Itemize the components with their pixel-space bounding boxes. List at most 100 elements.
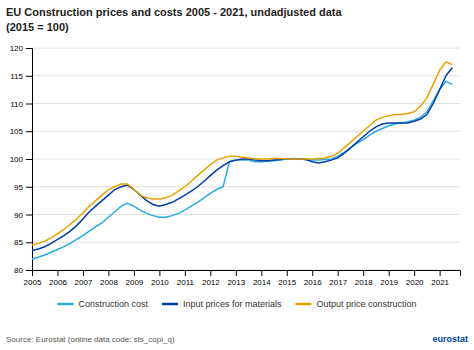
y-tick-mark — [26, 215, 32, 216]
x-tick: 2021 — [431, 270, 449, 287]
x-tick-label: 2020 — [406, 278, 424, 287]
x-tick-label: 2019 — [380, 278, 398, 287]
x-tick-label: 2010 — [151, 278, 169, 287]
grid-line — [32, 75, 460, 76]
x-tick-mark — [159, 270, 160, 276]
legend-item: Construction cost — [57, 299, 148, 309]
legend-item: Output price construction — [296, 299, 417, 309]
y-tick: 105 — [10, 127, 32, 136]
y-tick-mark — [26, 76, 32, 77]
y-tick: 100 — [10, 155, 32, 164]
x-tick-mark — [210, 270, 211, 276]
y-tick-mark — [26, 131, 32, 132]
x-axis-line — [33, 271, 461, 277]
x-tick-label: 2013 — [227, 278, 245, 287]
grid-line — [32, 242, 460, 243]
y-tick-mark — [26, 242, 32, 243]
x-tick: 2008 — [100, 270, 118, 287]
x-tick: 2010 — [151, 270, 169, 287]
x-tick-label: 2016 — [304, 278, 322, 287]
y-tick-mark — [26, 187, 32, 188]
x-axis: 2005 2006 2007 2008 2009 2010 2011 2012 2013 2014… — [24, 270, 461, 287]
x-tick: 2014 — [253, 270, 271, 287]
x-tick-label: 2005 — [24, 278, 42, 287]
y-tick: 80 — [14, 266, 32, 275]
legend-swatch — [296, 303, 312, 306]
legend-item: Input prices for materials — [162, 299, 282, 309]
grid-line — [32, 103, 460, 104]
legend-swatch — [162, 303, 178, 306]
grid-line — [32, 186, 460, 187]
y-tick: 115 — [10, 72, 32, 81]
x-tick-mark — [440, 270, 441, 276]
x-tick-mark — [57, 270, 58, 276]
legend-label: Output price construction — [317, 299, 417, 309]
series-line — [32, 67, 452, 250]
x-tick: 2009 — [126, 270, 144, 287]
y-tick-mark — [26, 270, 32, 271]
legend-label: Construction cost — [78, 299, 148, 309]
y-tick-label: 120 — [10, 44, 24, 53]
x-tick-label: 2006 — [49, 278, 67, 287]
x-tick-mark — [236, 270, 237, 276]
x-tick-label: 2014 — [253, 278, 271, 287]
grid-line — [32, 214, 460, 215]
x-tick-mark — [185, 270, 186, 276]
y-tick: 120 — [10, 44, 32, 53]
chart: EU Construction prices and costs 2005 - … — [0, 0, 474, 350]
x-tick: 2019 — [380, 270, 398, 287]
y-tick-mark — [26, 159, 32, 160]
x-tick: 2007 — [75, 270, 93, 287]
y-tick: 110 — [10, 100, 32, 109]
annotation: Source: Eurostat (online data code: sts_… — [6, 335, 175, 344]
grid — [32, 48, 460, 270]
series-line — [32, 62, 452, 245]
legend: Construction cost Input prices for materi… — [57, 299, 416, 309]
legend-swatch — [57, 303, 73, 306]
x-tick-mark — [261, 270, 262, 276]
x-tick-mark — [389, 270, 390, 276]
x-tick: 2018 — [355, 270, 373, 287]
x-tick: 2015 — [278, 270, 296, 287]
x-tick-mark — [134, 270, 135, 276]
y-tick: 85 — [14, 238, 32, 247]
y-tick: 95 — [14, 183, 32, 192]
x-tick-label: 2008 — [100, 278, 118, 287]
legend-label: Input prices for materials — [183, 299, 282, 309]
y-tick-label: 80 — [14, 266, 23, 275]
x-tick-mark — [312, 270, 313, 276]
y-tick-mark — [26, 104, 32, 105]
title: EU Construction prices and costs 2005 - … — [6, 6, 342, 18]
y-tick-label: 115 — [10, 72, 23, 81]
plot: 2005 2006 2007 2008 2009 2010 2011 2012 2013 2014… — [10, 44, 461, 287]
y-tick-label: 95 — [14, 183, 23, 192]
x-tick: 2011 — [177, 270, 195, 287]
x-tick-label: 2017 — [329, 278, 347, 287]
grid-line — [32, 131, 460, 132]
x-tick: 2005 — [24, 270, 42, 287]
y-tick-mark — [26, 48, 32, 49]
y-tick-label: 100 — [10, 155, 24, 164]
y-axis: 80 85 90 95 100 105 110 115 120 — [10, 44, 33, 275]
x-tick-label: 2012 — [202, 278, 220, 287]
y-tick-label: 90 — [14, 211, 23, 220]
series-line — [32, 81, 452, 259]
y-tick-label: 105 — [10, 127, 24, 136]
x-tick: 2020 — [406, 270, 424, 287]
y-tick: 90 — [14, 211, 32, 220]
x-tick-label: 2021 — [431, 278, 449, 287]
x-tick-label: 2009 — [126, 278, 144, 287]
x-tick-mark — [338, 270, 339, 276]
x-tick-label: 2011 — [177, 278, 195, 287]
lines — [32, 62, 452, 259]
x-tick-mark — [108, 270, 109, 276]
x-tick-mark — [363, 270, 364, 276]
y-axis-line — [26, 49, 33, 271]
x-tick-mark — [287, 270, 288, 276]
y-tick-label: 110 — [10, 100, 23, 109]
x-tick: 2006 — [49, 270, 67, 287]
annotation: eurostat — [432, 334, 468, 344]
grid-line — [32, 48, 460, 49]
x-tick-label: 2018 — [355, 278, 373, 287]
x-tick: 2012 — [202, 270, 220, 287]
